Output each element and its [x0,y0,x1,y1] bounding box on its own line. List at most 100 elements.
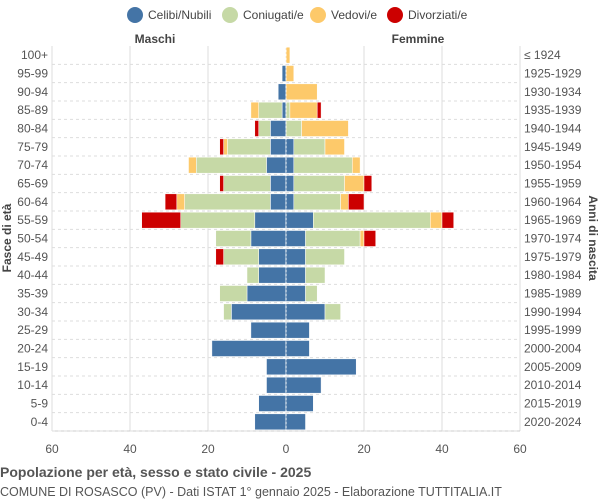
male-bar-celibi-nubili [266,376,287,394]
male-bar-celibi-nubili [254,413,287,431]
birth-year-label: 2020-2024 [524,415,582,429]
male-bar-vedovi-e [250,101,259,119]
birth-year-label: 1990-1994 [524,305,582,319]
male-bar-coniugati-e [196,156,267,174]
female-bar-vedovi-e [285,46,291,64]
female-bar-celibi-nubili [285,413,306,431]
y-axis-label-left: Fasce di età [0,203,14,272]
male-bar-celibi-nubili [266,358,287,376]
male-bar-vedovi-e [223,138,228,156]
male-bar-vedovi-e [188,156,197,174]
birth-year-label: 1975-1979 [524,250,582,264]
male-bar-divorziati-e [141,211,181,229]
female-bar-vedovi-e [430,211,443,229]
female-bar-coniugati-e [293,156,353,174]
legend-marker [222,7,238,23]
male-bar-coniugati-e [246,266,259,284]
age-group-label: 100+ [21,48,48,62]
x-tick-label: 60 [513,442,527,456]
male-bar-divorziati-e [219,138,224,156]
female-bar-celibi-nubili [285,211,314,229]
age-group-label: 25-29 [17,323,48,337]
chart-subtitle: COMUNE DI ROSASCO (PV) - Dati ISTAT 1° g… [0,485,502,499]
birth-year-label: 1945-1949 [524,140,582,154]
female-bar-celibi-nubili [285,285,306,302]
population-pyramid: 60 40 20 0 20 40 60 100+ ≤ 1924 95-99 1925-1929 90-… [0,7,600,456]
female-bar-celibi-nubili [285,248,306,266]
age-group-label: 30-34 [17,305,48,319]
age-group-label: 75-79 [17,140,48,154]
male-bar-coniugati-e [258,120,271,137]
age-group-label: 65-69 [17,177,48,191]
female-bar-coniugati-e [293,138,326,156]
birth-year-label: 1970-1974 [524,232,582,246]
y-axis-label-right: Anni di nascita [586,195,600,281]
chart-title: Popolazione per età, sesso e stato civil… [0,464,312,480]
females-title: Femmine [392,32,445,46]
male-bar-celibi-nubili [277,83,287,101]
male-bar-celibi-nubili [250,321,287,339]
female-bar-celibi-nubili [285,138,295,156]
female-bar-celibi-nubili [285,193,295,211]
birth-year-label: 2015-2019 [524,397,582,411]
male-bar-divorziati-e [164,193,178,211]
birth-year-label: 1995-1999 [524,323,582,337]
female-bar-celibi-nubili [285,230,306,247]
male-bar-celibi-nubili [270,193,287,211]
female-bar-divorziati-e [348,193,365,211]
male-bar-celibi-nubili [250,230,287,247]
male-bar-celibi-nubili [270,175,287,192]
female-bar-celibi-nubili [285,266,306,284]
male-bar-celibi-nubili [258,248,287,266]
female-bar-vedovi-e [344,175,365,192]
birth-year-label: 1925-1929 [524,67,582,81]
female-bar-coniugati-e [324,303,341,321]
male-bar-coniugati-e [223,248,259,266]
x-tick-label: 40 [435,442,449,456]
birth-year-label: 1980-1984 [524,268,582,282]
male-bar-coniugati-e [223,303,232,321]
male-bar-celibi-nubili [281,101,287,119]
female-bar-vedovi-e [285,83,318,101]
female-bar-celibi-nubili [285,376,322,394]
age-group-label: 35-39 [17,287,48,301]
birth-year-label: 1955-1959 [524,177,582,191]
age-group-label: 95-99 [17,67,48,81]
legend-label: Divorziati/e [408,8,468,22]
male-bar-celibi-nubili [270,138,287,156]
female-bar-divorziati-e [441,211,454,229]
males-title: Maschi [135,32,176,46]
male-bar-coniugati-e [184,193,271,211]
legend-label: Coniugati/e [243,8,304,22]
male-bar-divorziati-e [215,248,224,266]
birth-year-label: 1950-1954 [524,158,582,172]
legend-label: Vedovi/e [331,8,377,22]
male-bar-celibi-nubili [211,340,287,357]
age-group-label: 70-74 [17,158,48,172]
female-bar-divorziati-e [363,230,376,247]
male-bar-vedovi-e [176,193,185,211]
birth-year-label: 1935-1939 [524,103,582,117]
x-tick-label: 60 [45,442,59,456]
legend-marker [310,7,326,23]
female-bar-celibi-nubili [285,156,295,174]
x-tick-label: 40 [123,442,137,456]
age-group-label: 40-44 [17,268,48,282]
legend-marker [387,7,403,23]
male-bar-coniugati-e [215,230,252,247]
female-bar-vedovi-e [289,101,318,119]
female-bar-celibi-nubili [285,303,326,321]
male-bar-celibi-nubili [258,266,287,284]
male-bar-celibi-nubili [270,120,287,137]
female-bar-vedovi-e [359,230,365,247]
legend-label: Celibi/Nubili [148,8,211,22]
male-bar-celibi-nubili [281,65,287,82]
male-bar-coniugati-e [227,138,271,156]
x-tick-label: 20 [357,442,371,456]
birth-year-label: 1930-1934 [524,85,582,99]
male-bar-celibi-nubili [231,303,287,321]
female-bar-vedovi-e [340,193,349,211]
age-group-label: 50-54 [17,232,48,246]
female-bar-coniugati-e [285,101,291,119]
